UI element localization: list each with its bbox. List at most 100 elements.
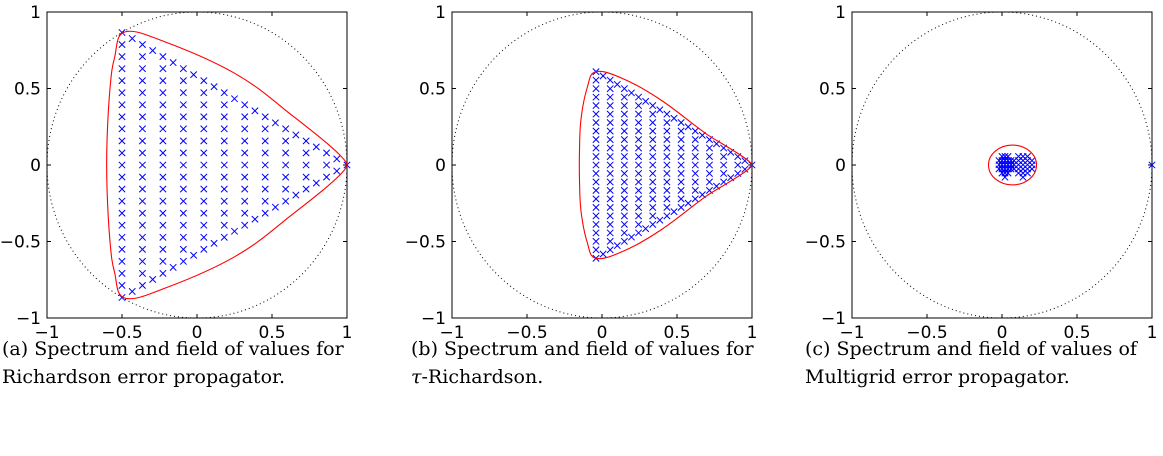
eigenvalue-marker [592, 169, 600, 178]
panel-a: −1 −0.5 0 0.5 1 −1 −0.5 0 0.5 1 (a) Spectrum and … [0, 0, 390, 456]
eigenvalue-marker [592, 229, 600, 237]
eigenvalue-marker [620, 169, 628, 178]
eigenvalue-marker [322, 161, 331, 169]
eigenvalue-marker [200, 89, 208, 97]
eigenvalue-marker [649, 203, 657, 211]
eigenvalue-marker [606, 76, 614, 84]
eigenvalue-marker [159, 77, 167, 85]
eigenvalue-marker [649, 152, 657, 161]
eigenvalue-marker [684, 123, 692, 131]
eigenvalue-marker [241, 185, 249, 193]
eigenvalue-marker [620, 144, 628, 152]
y-tick-label: 1 [30, 3, 41, 23]
eigenvalue-marker [159, 101, 167, 109]
eigenvalue-marker [677, 144, 685, 152]
eigenvalue-marker [138, 257, 147, 265]
eigenvalue-marker [333, 167, 341, 175]
eigenvalue-marker [200, 113, 208, 121]
eigenvalue-marker [118, 269, 126, 277]
eigenvalue-marker [691, 152, 699, 161]
eigenvalue-marker [138, 137, 147, 145]
eigenvalue-marker [138, 40, 147, 49]
eigenvalue-marker [684, 199, 692, 207]
eigenvalue-marker [649, 186, 657, 195]
eigenvalue-marker [179, 257, 187, 265]
eigenvalue-marker [138, 281, 147, 290]
eigenvalue-marker [200, 77, 208, 85]
eigenvalue-marker [220, 137, 228, 145]
eigenvalue-marker [118, 113, 126, 121]
eigenvalue-marker [159, 89, 167, 97]
eigenvalue-marker [261, 149, 269, 157]
eigenvalue-marker [118, 209, 126, 217]
eigenvalue-marker [190, 251, 198, 259]
eigenvalue-marker [1007, 157, 1015, 165]
eigenvalue-marker [261, 137, 269, 145]
eigenvalue-marker [118, 221, 126, 229]
eigenvalue-marker [649, 178, 657, 186]
eigenvalue-marker [634, 127, 643, 135]
eigenvalue-marker [179, 173, 187, 181]
x-tick-label: −0.5 [506, 323, 547, 343]
eigenvalue-marker [200, 245, 208, 253]
eigenvalue-marker [190, 71, 198, 79]
eigenvalue-marker [656, 106, 664, 114]
eigenvalue-marker [606, 178, 614, 186]
eigenvalue-marker [241, 125, 249, 133]
eigenvalue-marker [261, 209, 269, 217]
eigenvalue-marker [741, 157, 749, 165]
eigenvalue-marker [261, 161, 269, 169]
eigenvalue-marker [118, 101, 126, 109]
x-tick-label: −0.5 [906, 323, 947, 343]
eigenvalue-marker [705, 144, 714, 152]
eigenvalue-marker [138, 65, 147, 73]
eigenvalue-marker [138, 245, 147, 253]
eigenvalue-marker [649, 169, 657, 178]
eigenvalue-marker [118, 293, 126, 302]
y-tick-label: 0 [30, 156, 41, 176]
caption-b-suffix: -Richardson. [421, 366, 544, 388]
eigenvalue-marker [241, 161, 249, 169]
y-tick-label: −0.5 [405, 233, 446, 253]
eigenvalue-marker [606, 144, 614, 152]
eigenvalue-marker [705, 152, 714, 161]
eigenvalue-marker [606, 161, 614, 169]
eigenvalue-marker [620, 195, 628, 203]
x-tick-label: −1 [439, 323, 464, 343]
eigenvalue-marker [118, 257, 126, 265]
eigenvalue-marker [649, 220, 657, 228]
eigenvalue-marker [592, 93, 600, 101]
field-of-values-curve [987, 144, 1038, 186]
eigenvalue-marker [634, 161, 643, 169]
eigenvalue-marker [620, 212, 628, 220]
eigenvalue-marker [179, 89, 187, 97]
eigenvalue-marker [138, 233, 147, 241]
eigenvalue-marker [606, 220, 614, 228]
eigenvalue-marker [620, 237, 628, 245]
eigenvalue-marker [159, 185, 167, 193]
eigenvalue-marker [606, 110, 614, 118]
eigenvalue-marker [620, 161, 628, 169]
eigenvalue-marker [592, 135, 600, 144]
eigenvalue-marker [663, 127, 671, 135]
x-tick-label: 1 [747, 323, 758, 343]
caption-b: (b) Spectrum and field of values for τ-R… [411, 335, 756, 391]
eigenvalue-marker [159, 53, 167, 61]
eigenvalue-marker [200, 161, 208, 169]
caption-b-symbol: τ [411, 366, 422, 388]
eigenvalue-marker [220, 173, 228, 181]
eigenvalue-marker [200, 101, 208, 109]
eigenvalue-marker [606, 93, 614, 101]
eigenvalue-marker [649, 102, 657, 110]
eigenvalue-marker [634, 144, 643, 152]
eigenvalue-marker [118, 137, 126, 145]
x-tick-label: 1 [1147, 323, 1158, 343]
eigenvalue-marker [179, 185, 187, 193]
eigenvalue-marker [302, 185, 310, 193]
eigenvalue-marker [241, 137, 249, 145]
eigenvalue-marker [649, 135, 657, 144]
eigenvalue-marker [241, 209, 249, 217]
eigenvalue-marker [200, 185, 208, 193]
eigenvalue-marker [620, 127, 628, 135]
eigenvalue-marker [677, 169, 685, 178]
